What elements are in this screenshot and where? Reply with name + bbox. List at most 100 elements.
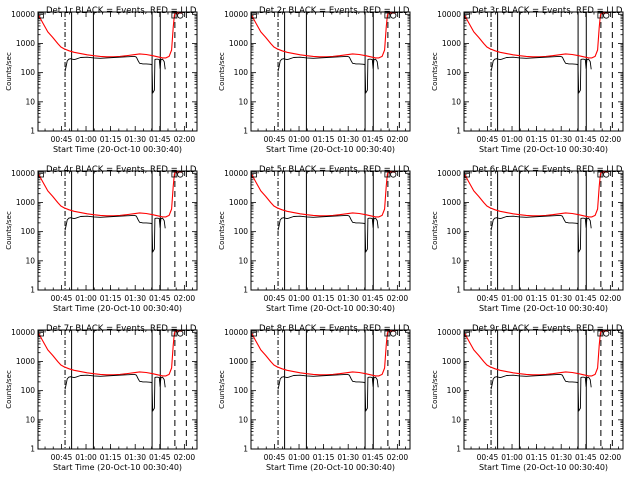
chart-title: Det 6r BLACK = Events, RED = LLD bbox=[472, 165, 623, 175]
chart-title: Det 7r BLACK = Events, RED = LLD bbox=[46, 324, 197, 334]
y-tick-label: 1 bbox=[30, 127, 35, 136]
events-series-line bbox=[490, 373, 592, 412]
y-tick-label: 100 bbox=[234, 68, 249, 77]
events-series-line bbox=[64, 55, 166, 94]
y-tick-label: 10000 bbox=[11, 328, 35, 337]
x-axis-label: Start Time (20-Oct-10 00:30:40) bbox=[53, 463, 182, 472]
events-series-line bbox=[490, 214, 592, 253]
chart-panel-det-1: Det 1r BLACK = Events, RED = LLD 1 10 100 10… bbox=[5, 6, 198, 154]
y-tick-label: 10 bbox=[238, 97, 248, 106]
y-tick-label: 1000 bbox=[229, 198, 248, 207]
plot-frame bbox=[250, 329, 411, 450]
x-tick-label: 01:00 bbox=[501, 453, 523, 462]
end-marker-square bbox=[597, 330, 604, 337]
y-tick-label: 100 bbox=[21, 227, 36, 236]
y-tick-label: 10 bbox=[451, 97, 461, 106]
plot-frame bbox=[37, 329, 198, 450]
x-tick-label: 01:30 bbox=[550, 135, 572, 144]
y-axis-label: Counts/sec bbox=[431, 370, 439, 409]
x-axis-label: Start Time (20-Oct-10 00:30:40) bbox=[479, 463, 608, 472]
y-tick-label: 1 bbox=[30, 286, 35, 295]
lld-series-line bbox=[464, 12, 609, 59]
x-tick-label: 01:00 bbox=[501, 135, 523, 144]
y-tick-label: 10000 bbox=[11, 10, 35, 19]
y-tick-label: 10 bbox=[451, 415, 461, 424]
lld-series-line bbox=[38, 12, 183, 59]
chart-title: Det 9r BLACK = Events, RED = LLD bbox=[472, 324, 623, 334]
end-marker-square bbox=[171, 12, 178, 19]
y-axis-label: Counts/sec bbox=[431, 211, 439, 250]
x-axis-label: Start Time (20-Oct-10 00:30:40) bbox=[479, 145, 608, 154]
x-tick-label: 01:15 bbox=[526, 453, 548, 462]
y-axis-label: Counts/sec bbox=[431, 52, 439, 91]
y-tick-label: 10 bbox=[238, 256, 248, 265]
plot-frame bbox=[463, 11, 624, 132]
x-tick-label: 00:45 bbox=[264, 453, 286, 462]
x-tick-label: 01:15 bbox=[100, 294, 122, 303]
x-axis-label: Start Time (20-Oct-10 00:30:40) bbox=[266, 463, 395, 472]
end-marker-circle bbox=[177, 330, 184, 337]
x-tick-label: 01:30 bbox=[124, 453, 146, 462]
lld-series-line bbox=[38, 330, 183, 377]
x-tick-label: 01:45 bbox=[362, 294, 384, 303]
end-marker-circle bbox=[177, 171, 184, 178]
y-tick-label: 100 bbox=[447, 68, 462, 77]
end-marker-square bbox=[384, 12, 391, 19]
y-tick-label: 10 bbox=[25, 415, 35, 424]
end-marker-square bbox=[171, 171, 178, 178]
x-tick-label: 01:45 bbox=[149, 453, 171, 462]
lld-series-line bbox=[464, 330, 609, 377]
y-axis-label: Counts/sec bbox=[218, 52, 226, 91]
chart-panel-det-5: Det 5r BLACK = Events, RED = LLD 1 10 100 10… bbox=[218, 165, 411, 313]
y-tick-label: 1000 bbox=[442, 198, 461, 207]
x-tick-label: 02:00 bbox=[387, 135, 409, 144]
y-tick-label: 1000 bbox=[16, 357, 35, 366]
events-series-line bbox=[277, 373, 379, 412]
x-axis-label: Start Time (20-Oct-10 00:30:40) bbox=[266, 304, 395, 313]
events-series-line bbox=[64, 214, 166, 253]
y-tick-label: 1 bbox=[243, 445, 248, 454]
x-tick-label: 01:45 bbox=[362, 135, 384, 144]
x-axis-label: Start Time (20-Oct-10 00:30:40) bbox=[266, 145, 395, 154]
chart-title: Det 4r BLACK = Events, RED = LLD bbox=[46, 165, 197, 175]
x-tick-label: 01:00 bbox=[288, 135, 310, 144]
x-tick-label: 00:45 bbox=[477, 294, 499, 303]
x-axis-label: Start Time (20-Oct-10 00:30:40) bbox=[53, 304, 182, 313]
events-series-line bbox=[277, 55, 379, 94]
plot-frame bbox=[250, 170, 411, 291]
chart-title: Det 8r BLACK = Events, RED = LLD bbox=[259, 324, 410, 334]
x-tick-label: 01:45 bbox=[149, 135, 171, 144]
plot-frame bbox=[37, 170, 198, 291]
end-marker-circle bbox=[177, 12, 184, 19]
events-series-line bbox=[490, 55, 592, 94]
x-tick-label: 01:15 bbox=[526, 135, 548, 144]
y-tick-label: 1000 bbox=[16, 39, 35, 48]
x-tick-label: 01:15 bbox=[313, 453, 335, 462]
x-axis-label: Start Time (20-Oct-10 00:30:40) bbox=[479, 304, 608, 313]
y-axis-label: Counts/sec bbox=[218, 370, 226, 409]
x-tick-label: 01:30 bbox=[124, 135, 146, 144]
chart-panel-det-3: Det 3r BLACK = Events, RED = LLD 1 10 100 10… bbox=[431, 6, 624, 154]
x-tick-label: 01:00 bbox=[75, 294, 97, 303]
end-marker-circle bbox=[603, 171, 610, 178]
x-tick-label: 01:00 bbox=[75, 453, 97, 462]
plot-frame bbox=[250, 11, 411, 132]
y-tick-label: 1000 bbox=[229, 357, 248, 366]
y-axis-label: Counts/sec bbox=[5, 52, 13, 91]
x-tick-label: 02:00 bbox=[387, 453, 409, 462]
x-tick-label: 02:00 bbox=[174, 135, 196, 144]
end-marker-circle bbox=[390, 12, 397, 19]
y-tick-label: 100 bbox=[447, 386, 462, 395]
y-tick-label: 1 bbox=[243, 286, 248, 295]
y-axis-label: Counts/sec bbox=[5, 370, 13, 409]
y-tick-label: 100 bbox=[21, 386, 36, 395]
end-marker-circle bbox=[390, 330, 397, 337]
end-marker-square bbox=[384, 171, 391, 178]
end-marker-square bbox=[171, 330, 178, 337]
x-tick-label: 00:45 bbox=[264, 294, 286, 303]
x-tick-label: 01:15 bbox=[100, 135, 122, 144]
y-axis-label: Counts/sec bbox=[218, 211, 226, 250]
x-tick-label: 01:15 bbox=[313, 135, 335, 144]
chart-title: Det 5r BLACK = Events, RED = LLD bbox=[259, 165, 410, 175]
x-tick-label: 01:00 bbox=[75, 135, 97, 144]
